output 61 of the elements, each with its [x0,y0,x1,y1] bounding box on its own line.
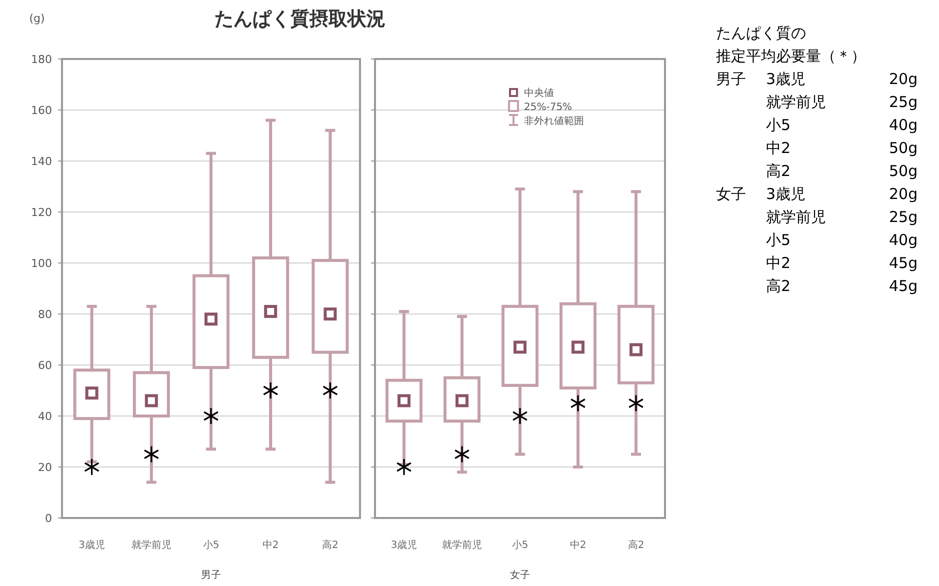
point [396,458,412,476]
y-tick-label: 40 [38,410,52,423]
point [454,445,470,464]
y-tick-label: 140 [31,155,52,168]
text: 25g [889,93,918,111]
text: 女子 [716,185,746,203]
text: 3歳児 [766,185,806,203]
text: 40g [889,116,918,134]
text: 男子 [716,70,746,88]
y-tick-label: 120 [31,206,52,219]
text: 50g [889,162,918,180]
text: 推定平均必要量（＊） [716,47,866,65]
text: 20g [889,185,918,203]
text: 中2 [766,254,791,272]
text: 小5 [766,116,791,134]
point [144,445,160,464]
x-tick-label: 中2 [570,539,586,551]
y-tick-label: 160 [31,104,52,117]
text: たんぱく質の [716,24,806,42]
y-tick-label: 180 [31,53,52,66]
x-tick-label: 小5 [202,539,220,551]
x-tick-label: 小5 [512,539,528,551]
y-tick-label: 0 [45,512,52,525]
y-axis-title: (g) [29,12,45,25]
chart-title: たんぱく質摂取状況 [214,8,386,30]
point [322,382,338,400]
x-tick-label: 中2 [262,539,279,551]
text: 20g [889,70,918,88]
text: 高2 [766,162,791,180]
text: 就学前児 [766,93,826,111]
x-tick-label: 3歳児 [78,539,105,551]
annotation: 25%-75% [524,102,572,113]
text: 50g [889,139,918,157]
y-tick-label: 60 [38,359,52,372]
x-tick-label: 就学前児 [131,539,172,551]
y-tick-label: 80 [38,308,52,321]
text: 3歳児 [766,70,806,88]
annotation: 非外れ値範囲 [524,115,584,127]
x-axis-title: 男子 [201,570,221,581]
point [570,394,586,412]
text: 就学前児 [766,208,826,226]
x-axis-title: 女子 [510,569,530,581]
point [512,407,528,425]
point [628,394,644,412]
text: 40g [889,231,918,249]
text: 45g [889,277,918,295]
text: 小5 [766,231,791,249]
text: 中2 [766,139,791,157]
text: 45g [889,254,918,272]
point [84,458,100,476]
x-tick-label: 3歳児 [390,539,418,551]
x-tick-label: 高2 [322,539,338,551]
text: 25g [889,208,918,226]
point [203,407,219,425]
y-tick-label: 100 [31,257,52,270]
x-tick-label: 高2 [628,539,644,551]
annotation: 中央値 [524,87,554,99]
point [262,382,278,400]
text: 高2 [766,277,791,295]
y-tick-label: 20 [38,461,52,474]
x-tick-label: 就学前児 [442,539,482,551]
